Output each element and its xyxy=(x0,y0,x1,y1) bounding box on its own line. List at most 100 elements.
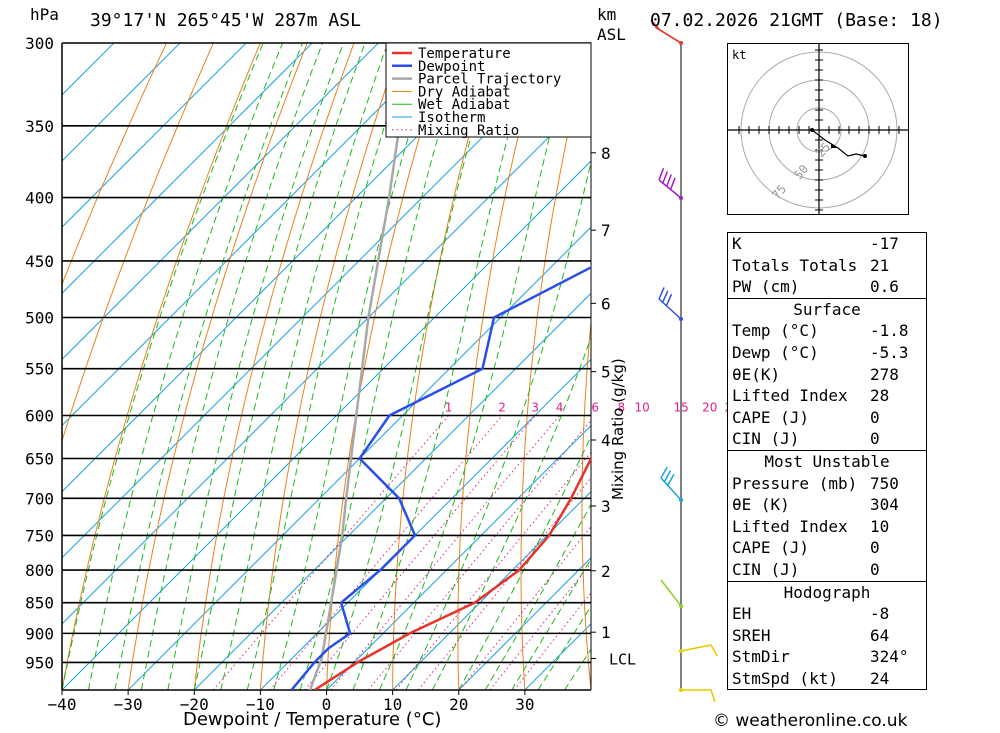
isotherm-line xyxy=(326,424,591,690)
dry-adiabat-line xyxy=(193,43,355,690)
pressure-tick-label: 700 xyxy=(25,489,54,508)
pressure-tick-label: 950 xyxy=(25,653,54,672)
most-unstable-section: Most Unstable Pressure (mb) 750 θE (K) 304… xyxy=(728,449,926,581)
mixing-ratio-label: 8 xyxy=(618,400,626,414)
isotherm-line xyxy=(62,43,115,96)
mixing-ratio-label: 3 xyxy=(531,400,539,414)
mixing-ratio-label: 6 xyxy=(591,400,599,414)
isotherm-line xyxy=(62,43,511,493)
index-value: 278 xyxy=(870,364,899,384)
isotherm-line xyxy=(62,160,591,690)
copyright-label: © weatheronline.co.uk xyxy=(713,711,908,731)
index-value: 0 xyxy=(870,559,880,579)
temperature-tick-label: 0 xyxy=(322,695,332,714)
location-title: 39°17'N 265°45'W 287m ASL xyxy=(90,10,361,31)
km-tick-label: 6 xyxy=(601,294,611,313)
index-row: StmSpd (kt) 24 xyxy=(728,668,926,690)
dry-adiabat-line xyxy=(62,43,167,286)
pressure-tick-label: 850 xyxy=(25,594,54,613)
index-value: 304 xyxy=(870,495,899,515)
indices-table: K -17 Totals Totals 21 PW (cm) 0.6 Surface … xyxy=(727,232,927,691)
dry-adiabat-line xyxy=(699,43,730,690)
pressure-tick-label: 450 xyxy=(25,252,54,271)
index-value: 0 xyxy=(870,538,880,558)
legend-entry: Mixing Ratio xyxy=(418,123,519,139)
wind-barb xyxy=(679,688,716,703)
index-label: Temp (°C) xyxy=(732,321,819,341)
km-tick-label: 7 xyxy=(601,221,611,240)
mixing-ratio-label: 2 xyxy=(498,400,506,414)
pressure-tick-label: 900 xyxy=(25,624,54,643)
mixing-ratio-line xyxy=(269,415,503,690)
index-row: SREH 64 xyxy=(728,625,926,647)
wet-adiabat-line xyxy=(299,43,467,690)
temperature-tick-label: 10 xyxy=(383,695,402,714)
index-label: Lifted Index xyxy=(732,386,848,406)
wet-adiabat-line xyxy=(62,43,264,690)
mixing-ratio-line xyxy=(212,415,449,690)
dry-adiabat-line xyxy=(962,43,1000,690)
mixing-ratio-line xyxy=(459,525,591,690)
km-tick-label: 3 xyxy=(601,497,611,516)
km-tick-label: 8 xyxy=(601,144,611,163)
isotherm-line xyxy=(62,43,445,427)
wind-barb xyxy=(660,579,683,608)
surface-title: Surface xyxy=(793,299,861,319)
isotherm-line xyxy=(260,358,591,690)
km-tick-label: 4 xyxy=(601,431,611,450)
dry-adiabat-line xyxy=(326,43,449,690)
legend-entry: Isotherm xyxy=(418,110,485,126)
isotherm-line xyxy=(127,226,591,690)
surface-section: Surface Temp (°C) -1.8 Dewp (°C) -5.3 θE(K… xyxy=(728,297,926,450)
temperature-tick-label: 20 xyxy=(449,695,468,714)
temperature-tick-label: −10 xyxy=(246,695,275,714)
dry-adiabat-line xyxy=(127,43,308,690)
index-row: CIN (J) 0 xyxy=(728,428,926,450)
index-row: CAPE (J) 0 xyxy=(728,537,926,559)
mixing-ratio-label: 1 xyxy=(445,400,453,414)
index-value: -17 xyxy=(870,234,899,253)
isotherm-line xyxy=(458,557,591,690)
mixing-ratio-axis-title: Mixing Ratio (g/kg) xyxy=(609,358,627,500)
index-label: SREH xyxy=(732,625,771,645)
dry-adiabat-line xyxy=(457,43,543,690)
pressure-tick-label: 350 xyxy=(25,117,54,136)
index-row: CIN (J) 0 xyxy=(728,559,926,581)
isotherm-line xyxy=(62,94,591,625)
index-value: 64 xyxy=(870,625,890,645)
index-row: Lifted Index 10 xyxy=(728,516,926,538)
temperature-tick-label: −30 xyxy=(114,695,143,714)
pressure-tick-label: 600 xyxy=(25,406,54,425)
wind-barb xyxy=(658,287,683,321)
hodograph-point xyxy=(810,128,814,132)
indices-top-section: K -17 Totals Totals 21 PW (cm) 0.6 xyxy=(728,233,926,298)
index-value: -5.3 xyxy=(870,342,909,362)
mixing-ratio-label: 10 xyxy=(635,400,650,414)
lcl-label: LCL xyxy=(609,650,636,668)
index-label: Totals Totals xyxy=(732,255,858,275)
hodograph-title: Hodograph xyxy=(783,582,871,602)
wet-adiabat-line xyxy=(114,43,303,690)
index-value: 750 xyxy=(870,473,899,493)
hodograph-point xyxy=(863,154,867,158)
index-label: PW (cm) xyxy=(732,277,800,297)
isotherm-line xyxy=(392,490,591,690)
index-label: StmDir xyxy=(732,647,790,667)
index-label: θE(K) xyxy=(732,364,781,384)
hodograph-unit-label: kt xyxy=(732,48,747,62)
wet-adiabat-line xyxy=(140,43,324,690)
pressure-tick-label: 550 xyxy=(25,360,54,379)
index-row: K -17 xyxy=(728,233,926,255)
mixing-ratio-label: 20 xyxy=(702,400,717,414)
temperature-tick-label: −40 xyxy=(48,695,77,714)
dry-adiabat-line xyxy=(641,43,682,690)
index-row: EH -8 xyxy=(728,603,926,625)
index-row: Pressure (mb) 750 xyxy=(728,473,926,495)
index-label: Dewp (°C) xyxy=(732,342,819,362)
index-value: 24 xyxy=(870,668,890,688)
wet-adiabat-line xyxy=(167,43,344,690)
index-row: StmDir 324° xyxy=(728,646,926,668)
index-label: EH xyxy=(732,604,752,624)
